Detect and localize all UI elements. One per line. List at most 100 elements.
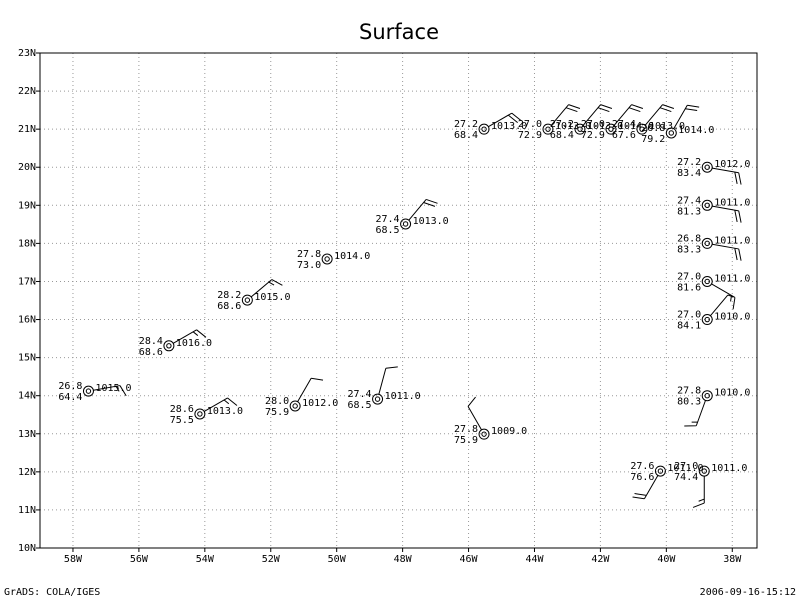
station-circle — [321, 253, 333, 265]
footer-right: 2006-09-16-15:12 — [700, 587, 796, 598]
wind-barb — [250, 279, 283, 298]
wind-barb — [673, 104, 700, 129]
station-circle — [289, 400, 301, 412]
station-circle — [701, 161, 713, 173]
temperature: 27.2 — [677, 157, 701, 168]
pressure: 1011.0 — [714, 235, 750, 246]
station-circle — [665, 127, 677, 139]
station-dot — [481, 126, 487, 132]
station-circle — [701, 390, 713, 402]
x-tick-label: 48W — [394, 554, 413, 565]
temperature: 27.0 — [518, 119, 542, 130]
station-dot — [704, 202, 710, 209]
dewpoint: 76.6 — [630, 472, 654, 483]
station-circle — [194, 408, 206, 420]
y-tick-label: 10N — [18, 543, 36, 554]
pressure: 1012.0 — [714, 159, 750, 170]
station-circle — [400, 218, 412, 230]
station-circle — [241, 294, 253, 306]
x-tick-label: 54W — [196, 554, 215, 565]
station-circle — [701, 199, 713, 211]
station-dot — [481, 431, 487, 437]
station-dot — [324, 256, 330, 262]
dewpoint: 74.4 — [674, 472, 698, 483]
wind-barb — [172, 329, 207, 344]
pressure: 1013.0 — [555, 121, 591, 132]
wind-barb — [467, 396, 482, 431]
pressure: 1015.0 — [95, 383, 131, 394]
pressure: 1011.0 — [714, 273, 750, 284]
x-tick-label: 50W — [328, 554, 347, 565]
dewpoint: 79.2 — [641, 134, 665, 145]
temperature: 27.8 — [677, 386, 701, 397]
wind-barb — [550, 104, 581, 126]
temperature: 27.4 — [677, 195, 701, 206]
pressure: 1014.0 — [334, 251, 370, 262]
pressure: 1015.0 — [254, 292, 290, 303]
y-tick-label: 14N — [18, 391, 36, 402]
temperature: 27.8 — [454, 424, 478, 435]
plot-frame — [39, 52, 758, 549]
y-tick-label: 21N — [18, 124, 36, 135]
y-tick-label: 20N — [18, 162, 36, 173]
station-circle — [636, 123, 648, 135]
station-dot — [639, 126, 645, 132]
y-tick-label: 18N — [18, 238, 36, 249]
dewpoint: 72.9 — [518, 130, 542, 141]
x-tick-label: 58W — [64, 554, 83, 565]
y-tick-label: 16N — [18, 315, 36, 326]
dewpoint: 68.5 — [375, 225, 399, 236]
dewpoint: 67.6 — [612, 130, 636, 141]
pressure: 1010.0 — [714, 388, 750, 399]
pressure: 1014.0 — [678, 125, 714, 136]
dewpoint: 75.9 — [265, 407, 289, 418]
pressure: 1010.0 — [714, 312, 750, 323]
dewpoint: 80.3 — [677, 397, 701, 408]
station-dot — [704, 316, 710, 323]
x-tick-label: 46W — [460, 554, 479, 565]
temperature: 28.4 — [139, 336, 163, 347]
station-circle — [478, 123, 490, 135]
temperature: 27.2 — [454, 119, 478, 130]
y-tick-label: 17N — [18, 276, 36, 287]
dewpoint: 75.5 — [170, 415, 194, 426]
temperature: 28.2 — [217, 290, 241, 301]
station-circle — [163, 340, 175, 352]
wind-barb — [582, 104, 613, 126]
station-dot — [244, 297, 251, 303]
pressure: 1011.0 — [667, 463, 703, 474]
x-tick-label: 42W — [591, 554, 610, 565]
temperature: 28.0 — [265, 396, 289, 407]
dewpoint: 68.5 — [347, 400, 371, 411]
wind-barb — [378, 366, 398, 395]
station-dot — [85, 388, 92, 394]
x-tick-label: 40W — [657, 554, 676, 565]
wind-barb — [613, 104, 644, 126]
station-circle — [574, 123, 586, 135]
station-dot — [374, 396, 381, 402]
temperature: 28.6 — [170, 404, 194, 415]
station-dot — [545, 126, 551, 132]
y-tick-label: 13N — [18, 429, 36, 440]
dewpoint: 83.3 — [677, 244, 701, 255]
dewpoint: 64.4 — [58, 392, 82, 403]
wind-barb — [408, 198, 438, 221]
footer-left: GrADS: COLA/IGES — [4, 587, 100, 598]
station-dot — [292, 403, 298, 409]
station-dot — [668, 130, 674, 136]
pressure: 1014.0 — [618, 121, 654, 132]
temperature: 27.0 — [581, 119, 605, 130]
dewpoint: 75.9 — [454, 435, 478, 446]
pressure: 1011.0 — [714, 197, 750, 208]
dewpoint: 72.9 — [581, 130, 605, 141]
station-dot — [608, 126, 614, 132]
station-circle — [701, 275, 713, 287]
y-tick-label: 15N — [18, 353, 36, 364]
station-dot — [704, 164, 710, 170]
pressure: 1013.0 — [491, 121, 527, 132]
dewpoint: 68.6 — [139, 347, 163, 358]
dewpoint: 81.6 — [677, 282, 701, 293]
y-tick-label: 19N — [18, 200, 36, 211]
temperature: 27.6 — [630, 461, 654, 472]
